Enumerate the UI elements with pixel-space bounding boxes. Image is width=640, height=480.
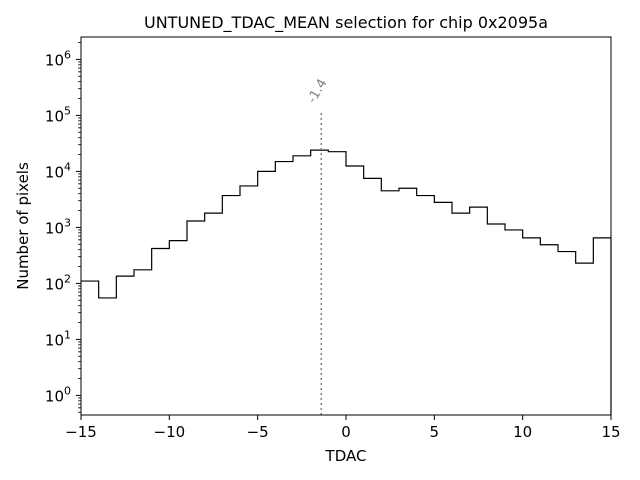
- x-tick-label: −10: [154, 423, 186, 441]
- histogram-step-line: [81, 149, 612, 415]
- plot-frame: [80, 36, 612, 416]
- y-tick-label: 102: [45, 272, 71, 293]
- y-tick-label: 101: [45, 328, 71, 349]
- x-tick-label: −15: [65, 423, 97, 441]
- y-tick-label: 103: [45, 216, 71, 237]
- y-tick-label: 105: [45, 104, 71, 125]
- x-tick-label: 10: [513, 423, 532, 441]
- x-axis-ticks: −15 −10 −5 0 5 10 15: [65, 415, 621, 441]
- x-tick-label: 5: [430, 423, 440, 441]
- y-tick-label: 100: [45, 384, 71, 405]
- x-axis-label: TDAC: [325, 447, 367, 465]
- y-axis-label: Number of pixels: [14, 162, 32, 290]
- y-tick-label: 106: [45, 48, 71, 69]
- y-axis-ticks: 100 101 102 103 104 105 106: [45, 42, 81, 413]
- x-tick-label: 0: [341, 423, 351, 441]
- x-tick-label: 15: [601, 423, 620, 441]
- chart-title: UNTUNED_TDAC_MEAN selection for chip 0x2…: [144, 13, 548, 33]
- x-tick-label: −5: [247, 423, 269, 441]
- y-tick-label: 104: [45, 160, 71, 181]
- plot-area: [81, 37, 611, 415]
